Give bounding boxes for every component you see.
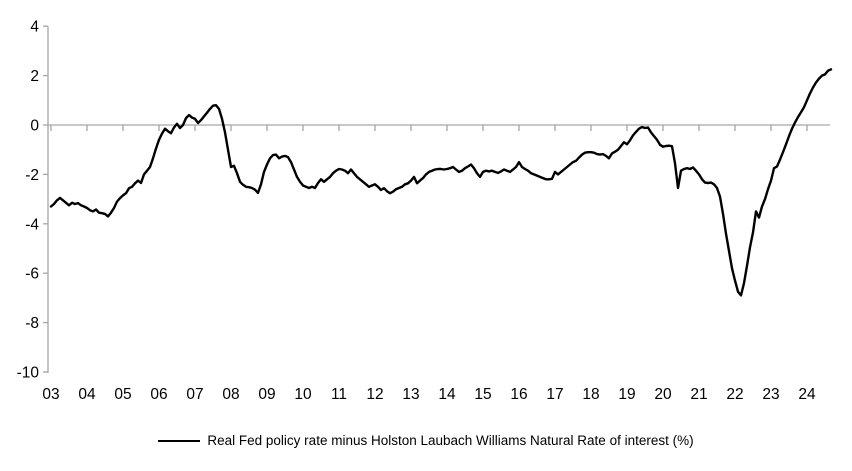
- x-tick-label: 06: [150, 386, 167, 403]
- x-tick-label: 22: [726, 386, 743, 403]
- x-tick-label: 12: [366, 386, 383, 403]
- series-line: [49, 68, 833, 297]
- y-tick-label: 4: [30, 19, 39, 36]
- x-tick-label: 13: [402, 386, 419, 403]
- x-tick-label: 15: [474, 386, 491, 403]
- x-tick-label: 14: [438, 386, 456, 403]
- x-tick-label: 09: [258, 386, 275, 403]
- x-tick-label: 24: [798, 386, 816, 403]
- x-axis-tick-labels: 03 04 05 06 07 08 09 10 11 12 13 14 15 16 17 18 19 20 21 22…: [42, 386, 816, 403]
- x-tick-label: 10: [294, 386, 312, 403]
- y-tick-label: -8: [25, 315, 39, 332]
- x-tick-label: 07: [186, 386, 203, 403]
- y-tick-label: 0: [30, 118, 39, 135]
- x-tick-label: 05: [114, 386, 131, 403]
- x-tick-label: 19: [618, 386, 635, 403]
- x-tick-label: 11: [331, 386, 347, 403]
- x-tick-label: 17: [546, 386, 563, 403]
- x-tick-label: 23: [762, 386, 779, 403]
- y-tick-label: -4: [25, 216, 39, 233]
- legend-label: Real Fed policy rate minus Holston Lauba…: [207, 433, 694, 448]
- y-tick-label: -6: [25, 266, 39, 283]
- x-tick-label: 21: [690, 386, 707, 403]
- x-tick-label: 08: [222, 386, 239, 403]
- x-tick-label: 03: [42, 386, 59, 403]
- y-tick-label: -10: [17, 365, 40, 382]
- x-tick-label: 16: [510, 386, 527, 403]
- x-tick-label: 20: [654, 386, 672, 403]
- y-axis: [43, 25, 49, 373]
- x-tick-label: 18: [582, 386, 599, 403]
- legend-line-swatch: [158, 439, 201, 442]
- legend: Real Fed policy rate minus Holston Lauba…: [0, 433, 852, 448]
- x-tick-label: 04: [78, 386, 96, 403]
- y-tick-label: -2: [25, 167, 39, 184]
- y-tick-label: 2: [30, 68, 39, 85]
- y-axis-tick-labels: 4 2 0 -2 -4 -6 -8 -10: [17, 19, 40, 382]
